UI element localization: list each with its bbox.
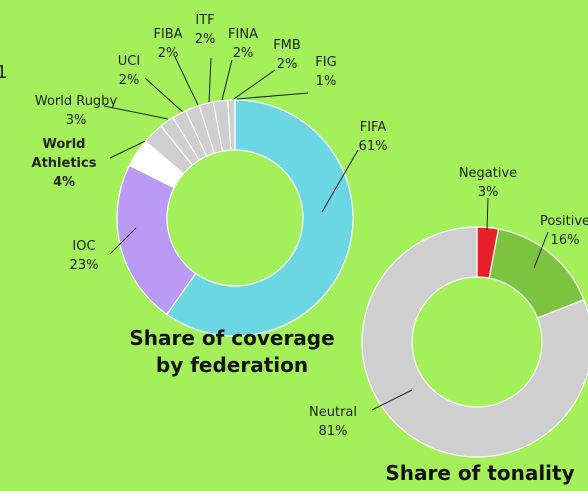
value-label: 1% [315, 74, 337, 89]
data-label: UCI 2% [118, 52, 140, 90]
chart-title: Share of coverage by federation [129, 326, 335, 377]
data-label: World Rugby 3% [35, 92, 117, 130]
leader-line [221, 59, 233, 101]
leader-line [230, 69, 276, 102]
data-label: Negative 3% [459, 164, 517, 202]
value-label: 2% [194, 32, 216, 47]
leader-line [109, 227, 137, 255]
category-label: UCI [117, 54, 141, 69]
data-label: FMB 2% [273, 36, 301, 74]
category-label: Neutral [309, 405, 357, 420]
category-label: FINA [228, 27, 258, 42]
category-label: World Athletics [31, 137, 97, 171]
value-label: 3% [477, 185, 499, 200]
value-label: 23% [69, 258, 99, 273]
value-label: 16% [550, 233, 580, 248]
data-label: FINA 2% [228, 25, 258, 63]
leader-line [236, 92, 309, 100]
category-label: ITF [195, 13, 215, 28]
value-label: 61% [358, 139, 388, 154]
value-label: 2% [276, 57, 298, 72]
value-label: 4% [52, 175, 76, 190]
category-label: FMB [273, 38, 301, 53]
donut-slice [165, 99, 354, 337]
value-label: 81% [318, 424, 348, 439]
donut-slice [361, 226, 588, 458]
value-label: 3% [65, 113, 87, 128]
chart-title: Share of tonality [385, 461, 575, 485]
leader-line [321, 149, 359, 213]
value-label: 2% [157, 46, 179, 61]
data-label: IOC 23% [70, 237, 99, 275]
data-label: FIFA 61% [359, 118, 388, 156]
leader-line [144, 77, 186, 115]
value-label: 2% [118, 73, 140, 88]
category-label: FIFA [359, 120, 387, 135]
annotation: 1 [0, 62, 8, 83]
leader-line [533, 231, 549, 269]
category-label: FIBA [153, 27, 183, 42]
leader-line [208, 57, 212, 104]
leader-line [486, 197, 489, 231]
value-label: 2% [232, 46, 254, 61]
data-label: FIBA 2% [153, 25, 182, 63]
data-label: Positive 16% [540, 212, 588, 250]
leader-line [371, 389, 413, 411]
leader-line [103, 105, 169, 120]
data-label: World Athletics 4% [29, 135, 99, 192]
data-label: FIG 1% [315, 53, 336, 91]
category-label: IOC [72, 239, 96, 254]
category-label: World Rugby [34, 94, 118, 109]
donut-slice [227, 99, 236, 151]
category-label: Negative [458, 166, 518, 181]
category-label: Positive [539, 214, 588, 229]
data-label: ITF 2% [195, 11, 216, 49]
data-label: Neutral 81% [309, 403, 357, 441]
category-label: FIG [315, 55, 337, 70]
leader-line [174, 56, 199, 106]
